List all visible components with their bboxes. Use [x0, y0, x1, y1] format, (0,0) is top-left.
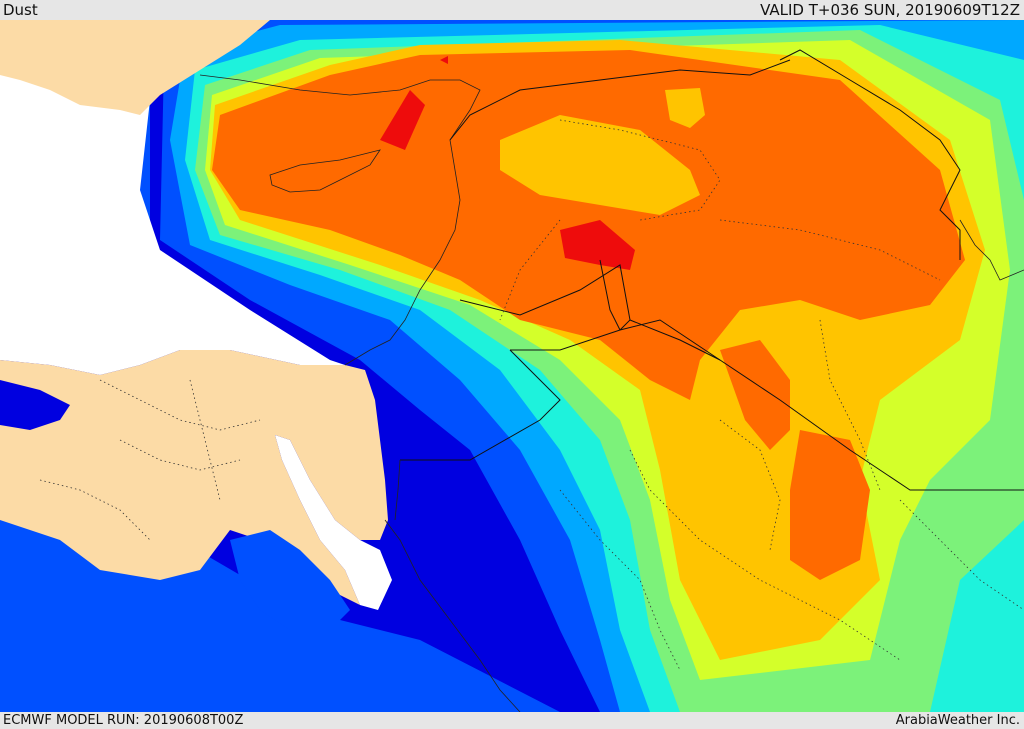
border-saudi-iraq-line — [629, 319, 721, 361]
province-lines-5 — [629, 449, 901, 661]
footer-bar: ECMWF MODEL RUN: 20190608T00Z ArabiaWeat… — [0, 712, 1024, 729]
persian-gulf-coast — [959, 219, 1024, 281]
model-run-label: ECMWF MODEL RUN: 20190608T00Z — [3, 713, 244, 728]
valid-time: VALID T+036 SUN, 20190609T12Z — [760, 1, 1020, 19]
dust-secondary-plume — [720, 340, 790, 450]
border-jordan-saudi — [459, 264, 631, 331]
dust-over-egypt-west — [0, 380, 70, 430]
dust-inner-yellow-3 — [640, 168, 682, 190]
anatolia-land — [0, 20, 270, 115]
egypt-land — [0, 350, 388, 605]
dust-over-sinai-south — [230, 530, 350, 630]
mediterranean-sea — [0, 20, 345, 375]
gulf-of-aqaba-line — [394, 459, 401, 521]
dust-southern-plume — [790, 430, 870, 580]
red-sea-coast — [384, 519, 521, 712]
dust-inner-yellow-1 — [500, 115, 700, 215]
product-title: Dust — [3, 1, 38, 19]
province-lines-8 — [899, 499, 1024, 611]
dust-level-9-west — [380, 90, 425, 150]
dust-map-svg — [0, 20, 1024, 712]
header-bar: Dust VALID T+036 SUN, 20190609T12Z — [0, 0, 1024, 20]
province-lines-3 — [719, 219, 941, 281]
border-iraq-iran — [779, 49, 961, 260]
province-lines-6 — [559, 489, 681, 671]
dust-level-9-small — [440, 56, 448, 64]
province-lines-2 — [499, 219, 561, 321]
cyprus — [269, 149, 381, 193]
gulf-of-suez — [275, 435, 392, 610]
border-syria-turkey — [449, 59, 791, 141]
province-lines-7 — [719, 419, 781, 551]
dust-level-9-central — [560, 220, 635, 270]
province-lines-egypt-3 — [39, 479, 151, 541]
border-syria-iraq-vertical — [599, 259, 621, 331]
province-lines-egypt-1 — [99, 379, 261, 431]
credit-label: ArabiaWeather Inc. — [895, 713, 1020, 728]
dust-inner-yellow-2 — [665, 88, 705, 128]
dust-forecast-map — [0, 20, 1024, 712]
border-saudi-north — [400, 349, 561, 461]
province-lines-1 — [559, 119, 721, 221]
